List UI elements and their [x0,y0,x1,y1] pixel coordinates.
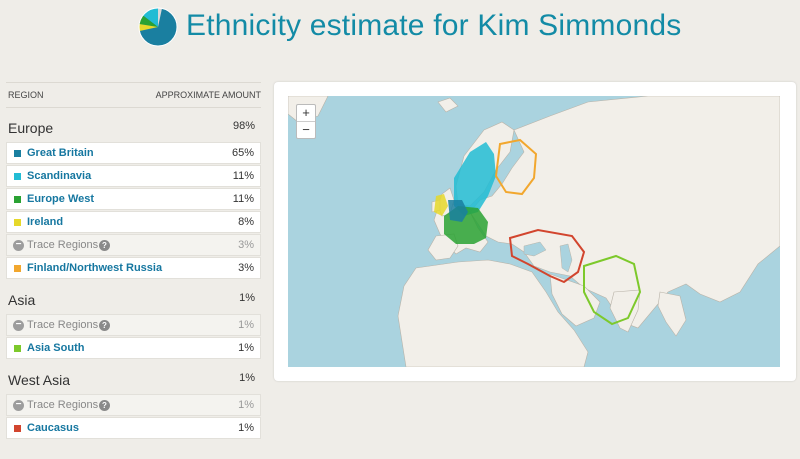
region-amount: 3% [238,262,254,274]
group-amount: 1% [239,372,255,384]
region-row-caucasus[interactable]: Caucasus 1% [6,417,261,439]
trace-amount: 3% [238,239,254,251]
minus-circle-icon[interactable]: − [13,400,24,411]
color-swatch [14,150,21,157]
region-shape-great-britain [448,200,468,222]
region-row-great-britain[interactable]: Great Britain 65% [6,142,261,164]
trace-amount: 1% [238,399,254,411]
table-header: REGION APPROXIMATE AMOUNT [6,82,261,108]
region-row-europe-west[interactable]: Europe West 11% [6,188,261,210]
group-name: West Asia [8,372,70,388]
region-link[interactable]: Asia South [27,342,85,354]
region-link[interactable]: Finland/Northwest Russia [27,262,163,274]
question-circle-icon[interactable]: ? [99,240,110,251]
pie-chart-icon [138,7,178,47]
ethnicity-map[interactable]: + − [288,96,780,367]
region-row-finland-northwest-russia[interactable]: Finland/Northwest Russia 3% [6,257,261,279]
trace-label: Trace Regions [27,399,99,411]
region-link[interactable]: Europe West [27,193,95,205]
group-asia: Asia 1% [6,280,261,314]
color-swatch [14,219,21,226]
column-amount: APPROXIMATE AMOUNT [155,90,261,100]
region-amount: 65% [231,147,254,159]
region-shape-finland-northwest-russia [494,138,538,196]
ethnicity-table: REGION APPROXIMATE AMOUNT Europe 98% Gre… [6,82,261,440]
question-circle-icon[interactable]: ? [99,320,110,331]
region-amount: 11% [232,193,254,205]
trace-label: Trace Regions [27,239,99,251]
minus-circle-icon[interactable]: − [13,320,24,331]
group-amount: 98% [232,120,255,132]
region-link[interactable]: Scandinavia [27,170,92,182]
map-card: + − [274,82,796,381]
region-amount: 8% [238,216,254,228]
region-shape-caucasus [508,228,586,284]
region-shape-scandinavia [454,142,496,216]
page-header: Ethnicity estimate for Kim Simmonds [0,0,800,60]
zoom-in-button[interactable]: + [297,105,315,122]
group-amount: 1% [239,292,255,304]
color-swatch [14,425,21,432]
color-swatch [14,345,21,352]
region-link[interactable]: Caucasus [27,422,79,434]
group-name: Asia [8,292,36,308]
page-title: Ethnicity estimate for Kim Simmonds [186,9,682,42]
region-link[interactable]: Ireland [27,216,64,228]
region-row-scandinavia[interactable]: Scandinavia 11% [6,165,261,187]
region-row-asia-south[interactable]: Asia South 1% [6,337,261,359]
region-row-ireland[interactable]: Ireland 8% [6,211,261,233]
question-circle-icon[interactable]: ? [99,400,110,411]
region-amount: 1% [238,422,254,434]
region-shape-ireland [434,194,448,216]
color-swatch [14,196,21,203]
region-overlays [434,138,642,326]
minus-circle-icon[interactable]: − [13,240,24,251]
zoom-control: + − [296,104,316,139]
region-amount: 11% [232,170,254,182]
group-west-asia: West Asia 1% [6,360,261,394]
trace-regions-toggle[interactable]: − Trace Regions ? 1% [6,314,261,336]
map-canvas[interactable] [288,96,780,367]
color-swatch [14,173,21,180]
trace-regions-toggle[interactable]: − Trace Regions ? 3% [6,234,261,256]
zoom-out-button[interactable]: − [302,122,310,137]
trace-regions-toggle[interactable]: − Trace Regions ? 1% [6,394,261,416]
trace-label: Trace Regions [27,319,99,331]
trace-amount: 1% [238,319,254,331]
group-name: Europe [8,120,54,136]
color-swatch [14,265,21,272]
region-shape-asia-south [583,254,642,326]
region-amount: 1% [238,342,254,354]
group-europe: Europe 98% [6,108,261,142]
region-link[interactable]: Great Britain [27,147,94,159]
column-region: REGION [8,90,44,100]
